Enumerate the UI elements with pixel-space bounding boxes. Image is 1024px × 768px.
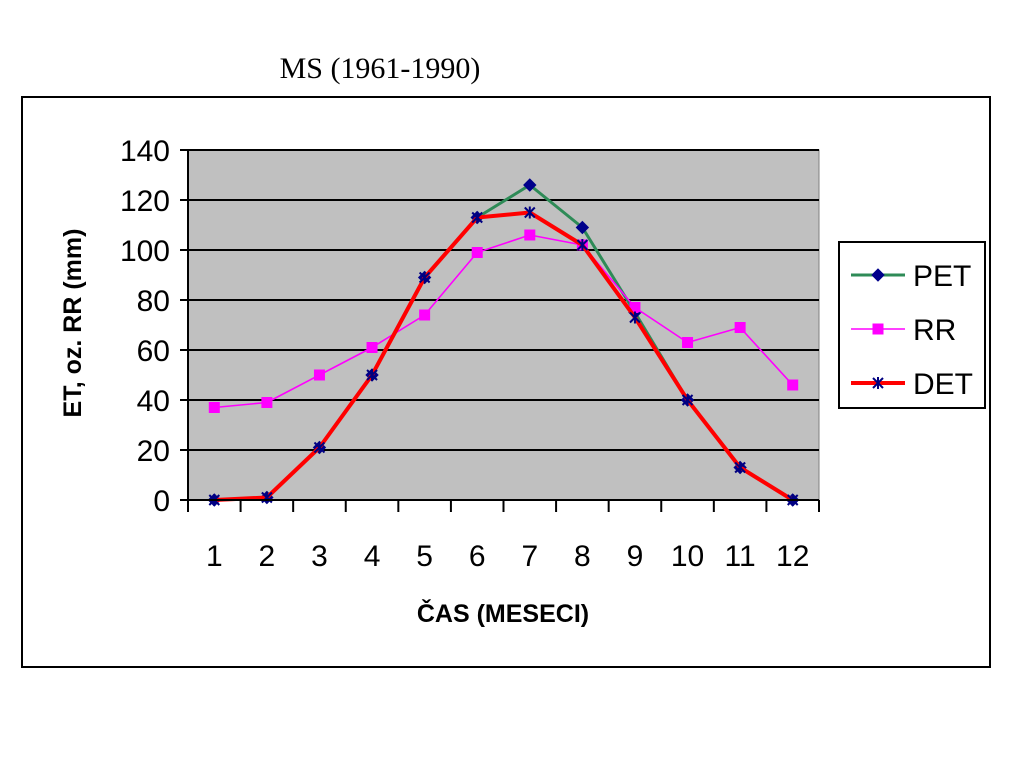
series-det-point: [418, 271, 431, 284]
legend-det-marker: [872, 377, 884, 389]
series-det-point: [471, 211, 483, 224]
legend-box: [838, 241, 986, 409]
y-tick-label: 80: [137, 285, 170, 318]
series-rr-point: [261, 397, 273, 408]
legend-rr-label: RR: [913, 314, 956, 347]
y-tick-label: 120: [120, 185, 170, 218]
x-tick-label: 12: [776, 540, 809, 573]
x-tick-label: 6: [469, 540, 486, 573]
series-rr-line: [214, 234, 794, 409]
y-tick-label: 40: [137, 385, 170, 418]
series-det-point: [629, 311, 641, 324]
series-det-point: [366, 369, 378, 381]
series-det-point: [313, 441, 326, 454]
x-tick-label: 9: [627, 540, 644, 573]
series-pet-point: [575, 220, 590, 235]
chart-title: MS (1961-1990): [279, 52, 481, 85]
x-tick-label: 8: [574, 540, 591, 573]
legend: PET RR DET: [838, 241, 986, 409]
x-tick-label: 7: [521, 540, 538, 573]
legend-pet-label: PET: [913, 260, 971, 293]
x-axis-title: ČAS (MESECI): [417, 598, 589, 628]
x-tick-label: 11: [725, 540, 756, 573]
x-tick-label: 2: [259, 540, 276, 573]
series-rr-point: [682, 337, 694, 348]
series-rr-point: [419, 309, 431, 321]
y-tick-label: 60: [137, 335, 170, 368]
series-rr-point: [471, 247, 483, 258]
x-tick-label: 1: [206, 540, 223, 573]
y-tick-label: 100: [120, 235, 170, 268]
plot-area: [187, 149, 820, 501]
series-rr-point: [734, 322, 746, 333]
y-axis-title: ET, oz. RR (mm): [59, 229, 87, 418]
series-rr-point: [208, 402, 220, 413]
series-rr-point: [313, 369, 325, 381]
series-det-point: [681, 394, 694, 406]
series-rr-point: [629, 302, 641, 313]
series-rr-point: [366, 342, 378, 353]
series-pet-point: [523, 178, 537, 192]
series-det-point: [734, 461, 746, 474]
chart-frame: 0 20 40 60 80 100 120 140 1 2 3 4 5 6 7 8 9 10 11 12 ET, oz…: [21, 96, 991, 668]
series-det-point: [576, 239, 589, 251]
x-tick-label: 5: [416, 540, 433, 573]
legend-det-label: DET: [913, 368, 973, 401]
legend-rr-marker: [872, 323, 884, 335]
series-rr-point: [787, 379, 799, 391]
series-det-line: [214, 210, 794, 502]
y-tick-label: 20: [137, 435, 170, 468]
legend-pet-marker: [871, 268, 885, 282]
series-rr-point: [524, 229, 536, 241]
x-tick-label: 3: [311, 540, 328, 573]
x-tick-label: 10: [671, 540, 704, 573]
y-tick-label: 0: [153, 485, 170, 518]
series-det-point: [524, 206, 536, 219]
x-tick-label: 4: [364, 540, 381, 573]
y-tick-label: 140: [120, 135, 170, 168]
